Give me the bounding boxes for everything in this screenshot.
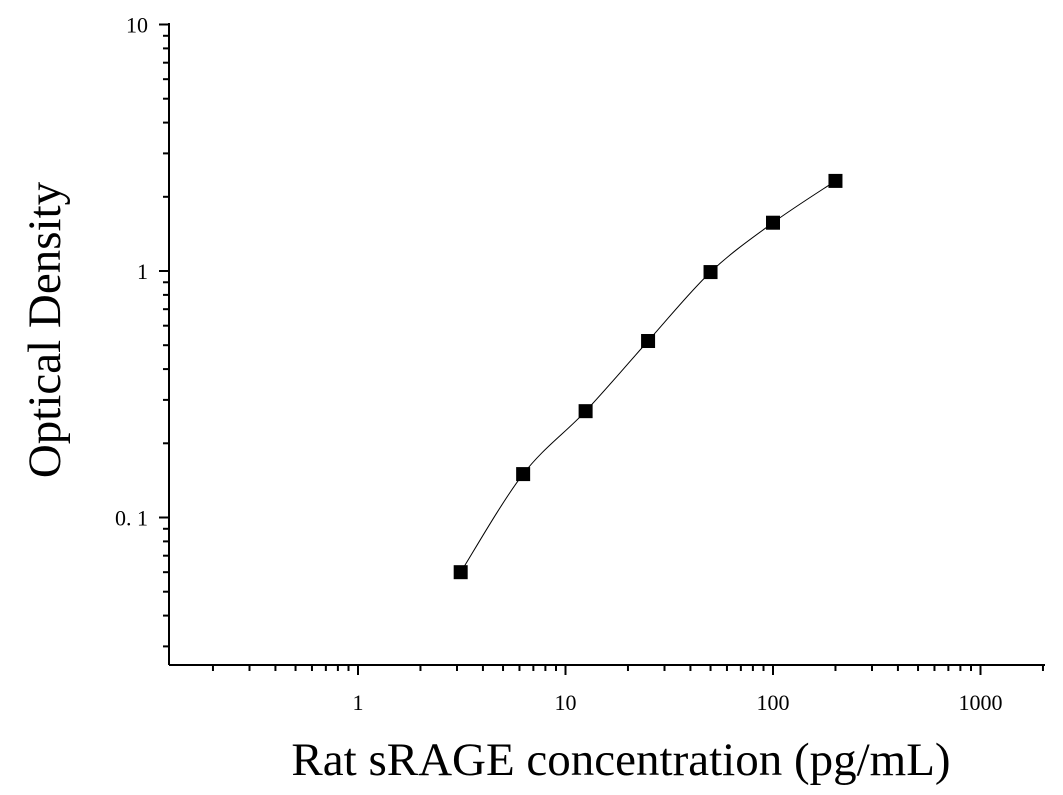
data-point-marker bbox=[641, 334, 656, 349]
x-tick-label: 100 bbox=[757, 690, 790, 715]
markers bbox=[453, 173, 843, 580]
x-tick-label: 1 bbox=[353, 690, 364, 715]
x-axis-title: Rat sRAGE concentration (pg/mL) bbox=[291, 734, 950, 786]
data-point-marker bbox=[703, 265, 718, 280]
data-point-marker bbox=[516, 467, 531, 482]
x-tick-label: 10 bbox=[555, 690, 577, 715]
data-point-marker bbox=[766, 215, 780, 230]
data-point-marker bbox=[578, 404, 593, 419]
y-tick-label: 1 bbox=[137, 259, 148, 284]
data-point-marker bbox=[828, 173, 843, 188]
axes bbox=[168, 23, 1045, 666]
data-point-marker bbox=[453, 565, 468, 580]
ticks bbox=[159, 23, 1044, 675]
tick-labels: 1 10 100 1000 0. 1 1 10 bbox=[115, 13, 1003, 716]
fit-curve bbox=[460, 180, 836, 573]
x-tick-label: 1000 bbox=[959, 690, 1003, 715]
y-tick-label: 0. 1 bbox=[115, 506, 148, 531]
y-axis-title: Optical Density bbox=[19, 181, 71, 478]
y-tick-label: 10 bbox=[126, 13, 148, 38]
